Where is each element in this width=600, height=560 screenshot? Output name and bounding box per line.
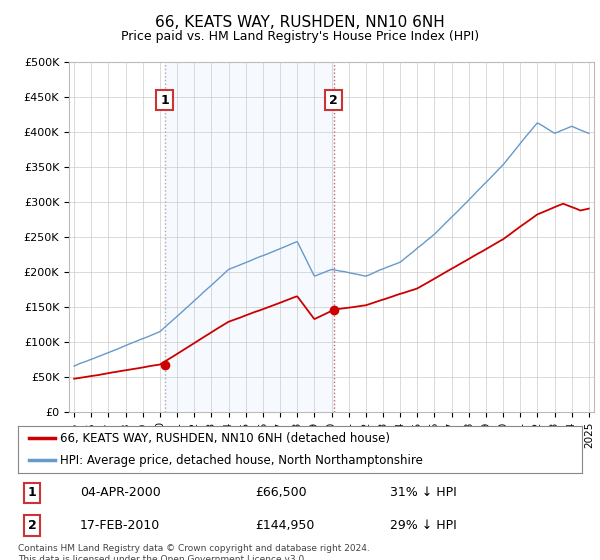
Text: 66, KEATS WAY, RUSHDEN, NN10 6NH: 66, KEATS WAY, RUSHDEN, NN10 6NH [155, 15, 445, 30]
Text: 17-FEB-2010: 17-FEB-2010 [80, 519, 160, 532]
Bar [164, 62, 334, 412]
Text: Contains HM Land Registry data © Crown copyright and database right 2024.
This d: Contains HM Land Registry data © Crown c… [18, 544, 370, 560]
Text: 2: 2 [329, 94, 338, 106]
Text: HPI: Average price, detached house, North Northamptonshire: HPI: Average price, detached house, Nort… [60, 454, 423, 467]
Text: £66,500: £66,500 [255, 486, 307, 500]
Text: Price paid vs. HM Land Registry's House Price Index (HPI): Price paid vs. HM Land Registry's House … [121, 30, 479, 43]
Text: 04-APR-2000: 04-APR-2000 [80, 486, 161, 500]
Text: 66, KEATS WAY, RUSHDEN, NN10 6NH (detached house): 66, KEATS WAY, RUSHDEN, NN10 6NH (detach… [60, 432, 391, 445]
Text: 2: 2 [28, 519, 37, 532]
Text: 1: 1 [160, 94, 169, 106]
Text: 29% ↓ HPI: 29% ↓ HPI [390, 519, 457, 532]
Text: £144,950: £144,950 [255, 519, 314, 532]
Text: 31% ↓ HPI: 31% ↓ HPI [390, 486, 457, 500]
Text: 1: 1 [28, 486, 37, 500]
